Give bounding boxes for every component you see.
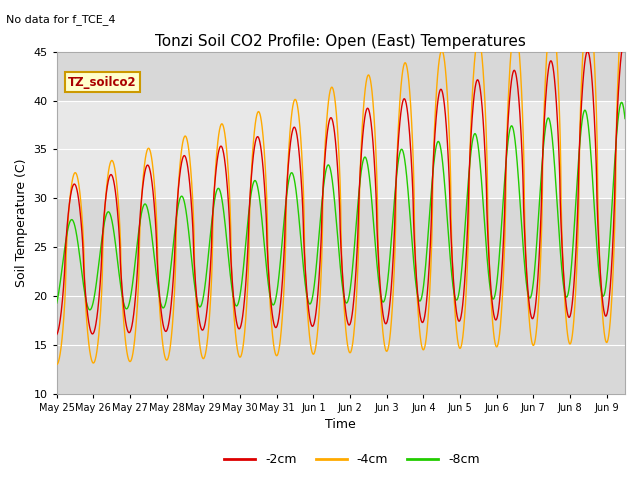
Y-axis label: Soil Temperature (C): Soil Temperature (C) (15, 158, 28, 287)
Text: No data for f_TCE_4: No data for f_TCE_4 (6, 14, 116, 25)
Title: Tonzi Soil CO2 Profile: Open (East) Temperatures: Tonzi Soil CO2 Profile: Open (East) Temp… (156, 34, 526, 49)
Legend: -2cm, -4cm, -8cm: -2cm, -4cm, -8cm (219, 448, 485, 471)
X-axis label: Time: Time (326, 419, 356, 432)
Bar (57, 101, 625, 198)
Text: TZ_soilco2: TZ_soilco2 (68, 76, 137, 89)
